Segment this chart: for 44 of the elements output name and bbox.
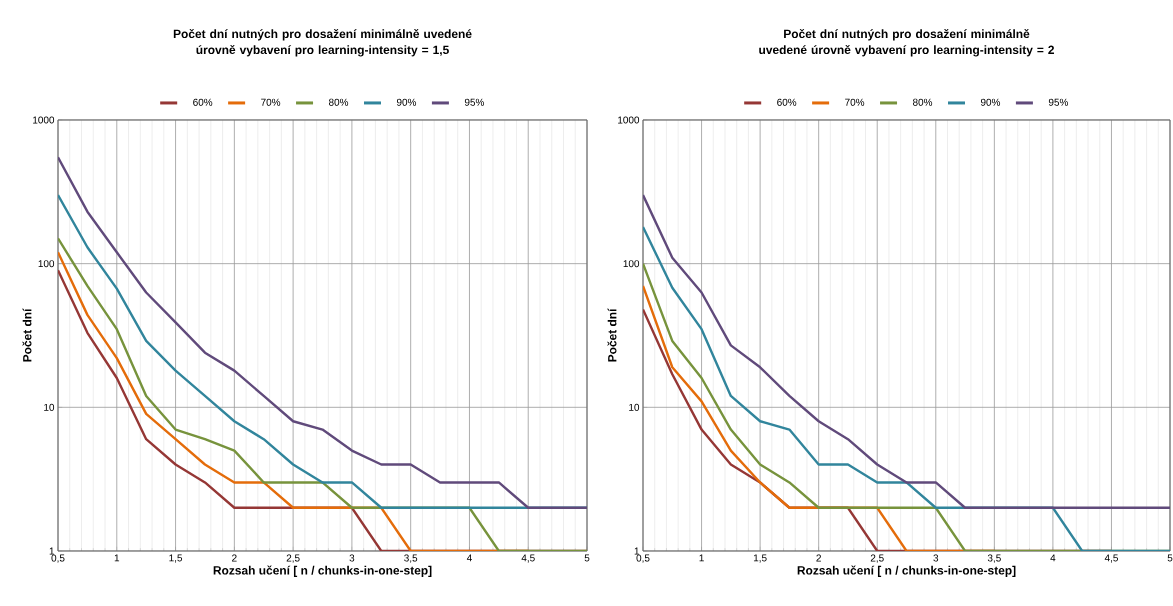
legend-label: 80% (912, 98, 933, 106)
legend-label: 60% (193, 98, 213, 106)
x-tick-label: 4,5 (1104, 554, 1118, 563)
y-axis-title: Počet dní (22, 308, 32, 362)
y-tick-label: 100 (38, 260, 55, 268)
legend-label: 90% (980, 98, 1001, 106)
chart-title: Počet dní nutných pro dosažení minimálně uvedené úrovně vybavení pro learning-intensity = 1,5 (173, 29, 472, 57)
legend-label: 70% (845, 98, 865, 106)
y-tick-label: 1000 (618, 116, 640, 124)
legend-label: 80% (328, 98, 349, 106)
y-tick-label: 10 (44, 403, 55, 411)
x-tick-label: 4,5 (521, 554, 535, 563)
x-tick-label: 3,5 (404, 554, 418, 563)
x-tick-label: 2 (232, 554, 237, 562)
x-tick-label: 0,5 (51, 554, 65, 563)
x-tick-label: 2,5 (286, 554, 300, 563)
x-axis-title: Rozsah učení [ n / chunks-in-one-step] (213, 565, 432, 577)
x-axis-title: Rozsah učení [ n / chunks-in-one-step] (797, 565, 1016, 577)
legend-label: 90% (396, 98, 417, 106)
x-tick-label: 3 (349, 554, 355, 562)
x-tick-label: 1,5 (753, 554, 767, 563)
x-tick-label: 2 (816, 554, 821, 562)
x-tick-label: 1 (699, 554, 704, 562)
x-tick-label: 2,5 (870, 554, 884, 563)
legend-label: 95% (1048, 98, 1068, 106)
x-tick-label: 1,5 (169, 554, 183, 563)
y-tick-label: 10 (629, 403, 640, 411)
y-tick-label: 100 (623, 260, 640, 268)
x-tick-label: 5 (1167, 554, 1173, 562)
y-tick-label: 1 (49, 547, 55, 555)
legend-label: 60% (777, 98, 797, 106)
chart-title: Počet dní nutných pro dosažení minimálně uvedené úrovně vybavení pro learning-intensity = 2 (759, 29, 1055, 57)
x-tick-label: 5 (584, 554, 590, 562)
x-tick-label: 0,5 (636, 554, 650, 563)
y-tick-label: 1 (634, 547, 640, 555)
y-tick-label: 1000 (33, 116, 55, 124)
y-axis-title: Počet dní (607, 308, 617, 362)
x-tick-label: 4 (466, 554, 472, 562)
x-tick-label: 3,5 (987, 554, 1001, 563)
x-tick-label: 4 (1050, 554, 1056, 562)
legend-label: 70% (261, 98, 281, 106)
x-tick-label: 1 (114, 554, 120, 562)
x-tick-label: 3 (933, 554, 939, 562)
legend-label: 95% (464, 98, 484, 106)
